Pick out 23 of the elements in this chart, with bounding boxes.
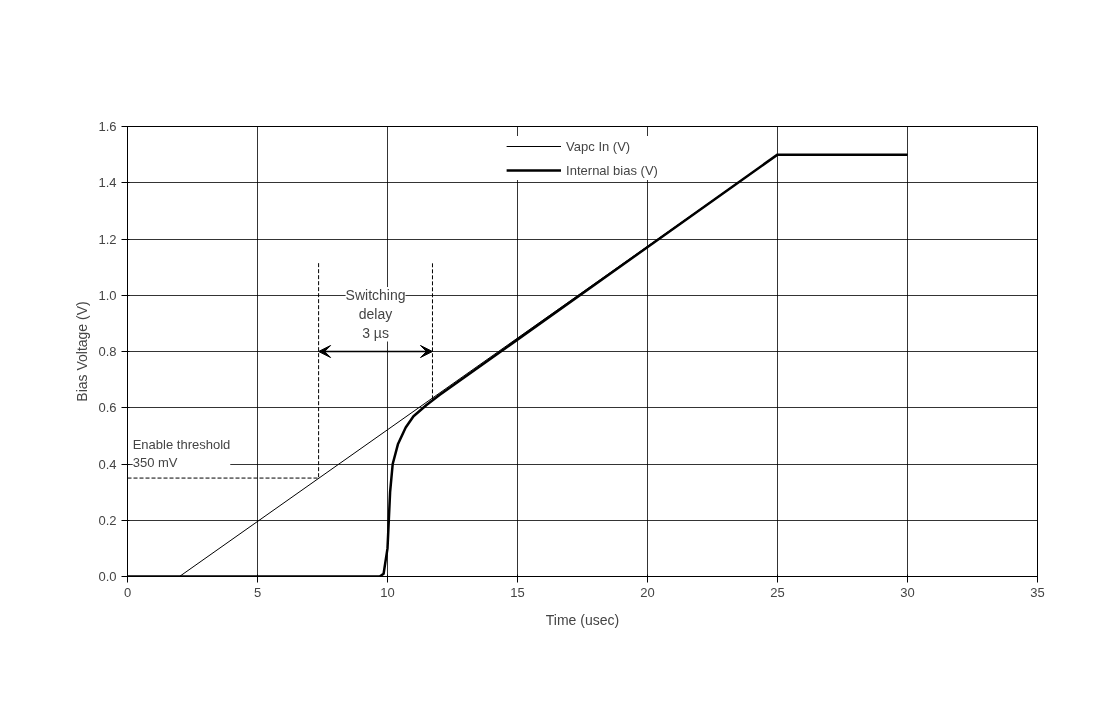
annotation: Switching delay 3 µs [345, 287, 406, 342]
legend-label: Internal bias (V) [566, 162, 658, 178]
x-tick-label: 25 [770, 584, 785, 600]
y-tick-label: 0.8 [98, 344, 117, 359]
x-axis-title: Time (usec) [545, 611, 620, 628]
y-tick-label: 1.6 [98, 119, 117, 134]
y-tick-label: 0.6 [98, 400, 117, 416]
y-tick-label: 1.2 [98, 231, 117, 247]
legend-label: Vapc In (V) [566, 138, 631, 154]
x-tick-label: 10 [380, 584, 395, 600]
y-tick-label: 0.0 [98, 569, 117, 584]
y-tick-label: 0.4 [98, 456, 117, 472]
x-tick-label: 20 [640, 584, 655, 600]
annotation: Enable threshold 350 mV [132, 437, 231, 471]
x-tick-label: 30 [900, 584, 915, 600]
x-tick-label: 35 [1030, 584, 1045, 600]
x-tick-label: 0 [123, 584, 132, 600]
y-axis-title: Bias Voltage (V) [74, 301, 91, 402]
y-tick-label: 1.0 [98, 287, 117, 303]
y-tick-label: 0.2 [98, 512, 117, 528]
x-tick-label: 5 [253, 584, 262, 600]
x-tick-label: 15 [510, 584, 525, 600]
y-tick-label: 1.4 [98, 175, 117, 191]
